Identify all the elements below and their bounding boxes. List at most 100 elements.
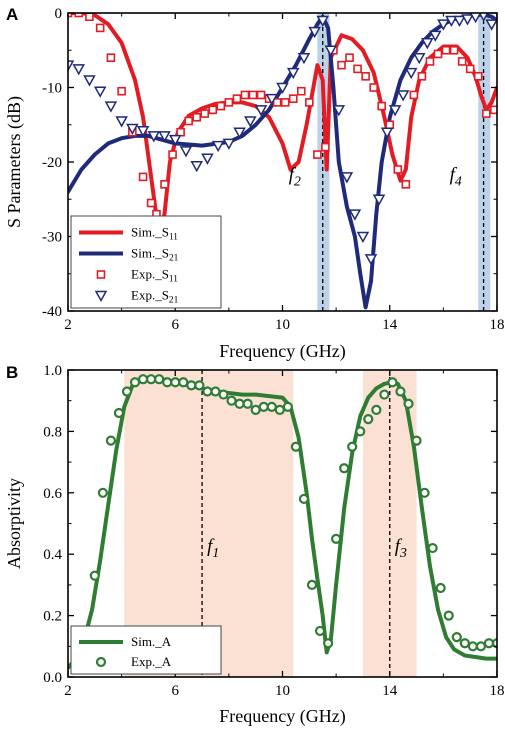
data-point <box>478 13 489 22</box>
data-point <box>314 625 326 637</box>
legend-exp-s11-swatch <box>96 270 106 279</box>
data-point <box>254 105 268 117</box>
marker-label-f1: f1 <box>207 536 219 560</box>
data-point <box>176 127 185 137</box>
data-point <box>435 582 446 594</box>
data-point <box>369 83 378 92</box>
data-point <box>186 380 197 391</box>
data-point <box>475 641 487 652</box>
data-point <box>274 404 285 416</box>
data-point <box>348 209 362 221</box>
data-point <box>395 386 406 397</box>
y-tick-label: 0 <box>55 6 63 22</box>
data-layer <box>68 13 497 310</box>
band-f2 <box>317 13 330 311</box>
data-point <box>339 463 350 474</box>
x-tick-label: 10 <box>275 317 290 333</box>
series-exp-a <box>89 374 497 652</box>
x-tick-label: 18 <box>490 683 505 699</box>
data-point <box>377 101 387 111</box>
data-point <box>232 94 242 103</box>
data-point <box>332 105 346 117</box>
data-point <box>184 116 193 126</box>
data-point <box>218 389 229 400</box>
data-point <box>138 172 148 182</box>
x-tick-label: 6 <box>172 683 180 699</box>
data-point <box>276 82 289 95</box>
data-point <box>266 401 277 412</box>
panel-letter: B <box>6 363 18 382</box>
panel-a: 2 6 10 14 18 0 -10 -20 -30 -40 Frequency (GHz) S Pa… <box>4 5 505 362</box>
data-point <box>445 15 458 27</box>
data-point <box>356 231 370 244</box>
data-point <box>404 67 418 80</box>
data-point <box>72 64 85 76</box>
data-point <box>106 53 116 63</box>
data-point <box>147 131 161 143</box>
data-point <box>211 140 225 153</box>
data-point <box>192 113 201 122</box>
data-point <box>117 86 126 96</box>
y-axis-label: Absorptivity <box>4 478 24 569</box>
data-point <box>429 30 442 42</box>
data-point <box>465 64 475 74</box>
data-point <box>290 441 302 452</box>
legend-sim-s11-label: Sim._S11 <box>131 225 178 243</box>
x-tick-label: 14 <box>382 317 398 333</box>
x-tick-label: 2 <box>64 317 72 333</box>
series-sim-s21-line <box>68 13 497 310</box>
data-point <box>419 487 430 498</box>
data-point <box>345 53 354 63</box>
x-axis-label: Frequency (GHz) <box>219 341 345 362</box>
data-point <box>371 404 382 416</box>
data-point <box>387 377 398 388</box>
data-point <box>282 401 293 412</box>
y-tick-label: 0.2 <box>43 609 62 625</box>
data-point <box>158 131 171 143</box>
legend: Sim._S11 Sim._S21 Exp._S11 Exp._S21 <box>70 215 222 309</box>
data-point <box>443 610 454 621</box>
data-point <box>74 13 84 18</box>
series-exp-s21 <box>68 13 497 266</box>
data-point <box>306 579 318 591</box>
data-point <box>388 105 402 117</box>
data-point <box>288 94 298 103</box>
data-point <box>403 398 414 409</box>
data-point <box>313 150 322 159</box>
x-tick-label: 10 <box>275 683 290 699</box>
data-point <box>105 435 117 446</box>
data-point <box>168 134 182 147</box>
data-point <box>68 60 75 72</box>
data-point <box>449 45 459 55</box>
data-point <box>473 72 483 81</box>
panel-b: 2 6 10 14 18 0.0 0.2 0.4 0.6 0.8 1.0 Frequency (GHz… <box>4 363 505 727</box>
legend-exp-a-swatch <box>95 656 107 668</box>
data-point <box>322 638 334 649</box>
data-point <box>441 45 451 55</box>
data-point <box>337 60 346 70</box>
data-point <box>104 101 118 113</box>
data-point <box>353 64 362 74</box>
data-point <box>97 487 108 498</box>
data-point <box>421 38 434 50</box>
data-point <box>490 105 497 115</box>
data-point <box>179 146 193 158</box>
data-point <box>355 426 366 437</box>
y-tick-label: 0.6 <box>43 486 62 502</box>
data-point <box>363 414 374 425</box>
data-point <box>83 75 96 87</box>
data-point <box>401 180 411 189</box>
data-point <box>411 435 422 446</box>
y-axis-label: S Parameters (dB) <box>4 96 25 228</box>
y-tick-label: 0.0 <box>43 670 62 686</box>
data-point <box>412 52 426 65</box>
data-point <box>222 138 236 150</box>
data-point <box>194 380 205 391</box>
data-point <box>210 386 221 397</box>
data-point <box>286 67 300 80</box>
data-point <box>331 533 342 544</box>
data-point <box>258 401 269 412</box>
data-point <box>457 57 467 66</box>
data-point <box>459 638 470 649</box>
data-point <box>85 13 94 22</box>
